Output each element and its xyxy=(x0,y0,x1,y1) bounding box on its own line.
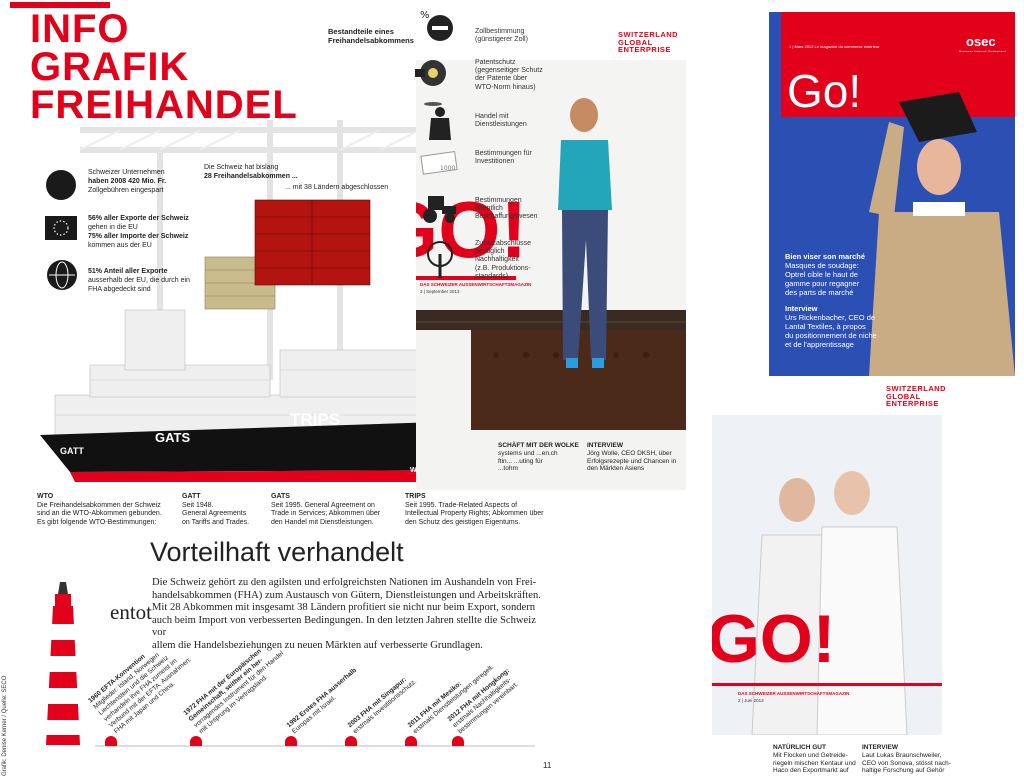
cover-photo-person xyxy=(416,60,686,430)
magazine-cover-osec: 1 | Mars 2013 Le magazine du commerce ex… xyxy=(769,12,1015,376)
page-number: 11 xyxy=(543,761,552,770)
definition-trips: TRIPS Seit 1995. Trade-Related Aspects o… xyxy=(405,493,544,526)
cover-teaser-1: SCHÄFT MIT DER WOLKE systems und ...en.c… xyxy=(498,442,579,473)
ship-label-gats: GATS xyxy=(155,430,191,445)
definition-gats: GATS Seit 1995. General Agreement on Tra… xyxy=(271,493,381,526)
countries-count-label: ... mit 38 Ländern abgeschlossen xyxy=(285,184,389,191)
component-patent: Patentschutz (gegenseitiger Schutz der P… xyxy=(475,59,543,91)
timeline-marker xyxy=(452,736,464,746)
graphic-credit: Grafik: Denise Kerner / Quelle: SECO xyxy=(2,675,8,776)
waiter-icon xyxy=(423,100,455,140)
cover-issue: 3 | September 2013 xyxy=(420,289,460,294)
definition-wto: WTO Die Freihandelsabkommen der Schweiz … xyxy=(37,493,162,526)
stat-savings: Schweizer Unternehmen haben 2008 420 Mio… xyxy=(88,169,167,194)
agreements-count-label: Die Schweiz hat bislang 28 Freihandelsab… xyxy=(204,164,298,180)
globe-icon xyxy=(47,260,77,290)
piggy-bank-icon xyxy=(46,170,76,200)
timeline-marker xyxy=(345,736,357,746)
osec-logo: osec xyxy=(966,34,996,49)
osec-teaser-1: Bien viser son marché Masques de soudage… xyxy=(785,252,866,297)
timeline-marker xyxy=(405,736,417,746)
june-teaser-2: INTERVIEW Laut Lukas Braunschweiler, CEO… xyxy=(862,744,951,775)
ship-label-gatt: GATT xyxy=(60,446,84,456)
magazine-cover-september: GO! DAS SCHWEIZER AUSSENWIRTSCHAFTSMAGAZ… xyxy=(416,60,686,490)
timeline-axis xyxy=(95,745,535,747)
eu-flag-icon xyxy=(45,216,77,240)
cover-teaser-2: INTERVIEW Jörg Wolle, CEO DKSH, über Erf… xyxy=(587,442,677,473)
component-procurement: Bestimmungen öffentlich Beschaffungswese… xyxy=(475,197,538,221)
ship-label-trips: TRIPS xyxy=(290,410,341,429)
components-heading: Bestandteile eines Freihandelsabkommens xyxy=(328,27,414,45)
cover-rule-right xyxy=(712,683,942,686)
patent-gear-icon xyxy=(415,55,447,86)
component-services: Handel mit Dienstleistungen xyxy=(475,113,527,129)
overlay-word: entot xyxy=(110,600,152,624)
cover-subtitle: DAS SCHWEIZER AUSSENWIRTSCHAFTSMAGAZIN xyxy=(420,282,532,287)
svg-text:%: % xyxy=(420,10,430,21)
sge-logo: SWITZERLAND GLOBAL ENTERPRISE xyxy=(618,30,679,54)
infographic-title: INFO GRAFIK FREIHANDEL xyxy=(30,7,298,127)
magazine-cover-june: GO! DAS SCHWEIZER AUSSENWIRTSCHAFTSMAGAZ… xyxy=(712,415,942,735)
cargo-ship-illustration xyxy=(40,309,500,482)
osec-header xyxy=(781,12,1015,52)
sge-logo-right: SWITZERLAND GLOBAL ENTERPRISE xyxy=(886,384,947,408)
timeline-marker xyxy=(105,736,117,746)
cover-go-logo-right: GO! xyxy=(712,601,836,677)
osec-teaser-2: Interview Urs Rickenbacher, CEO de Lanta… xyxy=(785,304,877,349)
component-investments: Bestimmungen für Investitionen xyxy=(475,150,532,166)
timeline-marker xyxy=(190,736,202,746)
article-body: Die Schweiz gehört zu den agilsten und e… xyxy=(152,577,541,651)
osec-go-title: Go! xyxy=(787,65,862,117)
article-headline: Vorteilhaft verhandelt xyxy=(150,537,404,567)
osec-issue-line: 1 | Mars 2013 Le magazine du commerce ex… xyxy=(789,44,880,49)
tractor-icon xyxy=(418,192,456,223)
title-accent-bar xyxy=(10,2,110,8)
cover-subtitle-right: DAS SCHWEIZER AUSSENWIRTSCHAFTSMAGAZIN xyxy=(738,691,850,696)
cover-issue-right: 2 | Juni 2013 xyxy=(738,698,764,703)
lighthouse-icon xyxy=(46,582,80,745)
stat-non-eu-exports: 51% Anteil aller Exporte ausserhalb der … xyxy=(88,268,190,293)
percent-sign-icon: % xyxy=(420,8,453,41)
container-stacks-illustration xyxy=(204,199,371,310)
svg-text:1000: 1000 xyxy=(440,165,455,172)
june-teaser-1: NATÜRLICH GUT Mit Flocken und Getreide- … xyxy=(773,744,856,775)
cover-rule xyxy=(416,276,516,280)
cover-photo-two-men xyxy=(712,415,942,735)
cover-photo-welder xyxy=(869,92,1015,376)
osec-title-band xyxy=(781,52,1015,117)
tree-icon xyxy=(425,240,457,278)
banknote-icon: 1000 xyxy=(420,150,458,178)
definition-gatt: GATT Seit 1948. General Agreements on Ta… xyxy=(182,493,250,526)
component-customs: Zollbestimmung (günstigerer Zoll) xyxy=(475,28,528,44)
stat-eu-trade: 56% aller Exporte der Schweiz gehen in d… xyxy=(88,215,189,249)
component-sustainability: Zusatzabschlüsse bezüglich Nachhaltigkei… xyxy=(475,240,532,280)
timeline-marker xyxy=(285,736,297,746)
